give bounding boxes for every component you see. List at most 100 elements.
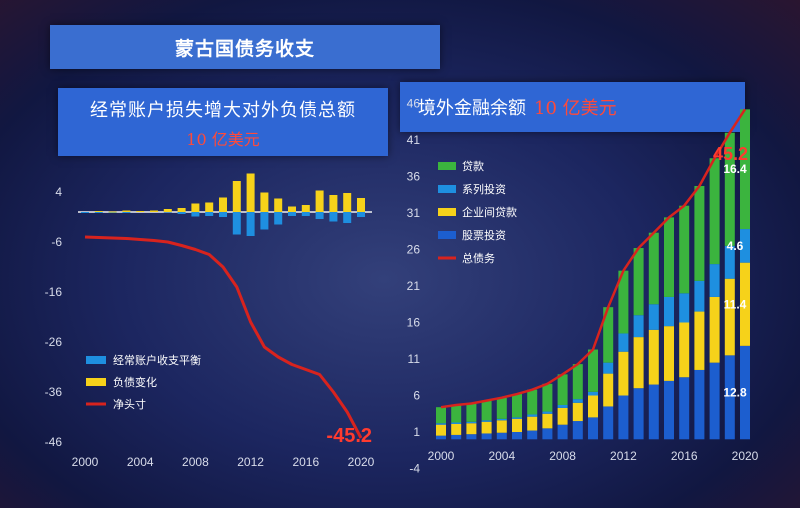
right-y-tick: 36 xyxy=(407,170,421,184)
right-x-tick: 2000 xyxy=(428,449,455,463)
right-x-tick: 2020 xyxy=(732,449,759,463)
stacked-bar-segment xyxy=(496,432,507,440)
right-x-tick: 2008 xyxy=(549,449,576,463)
stacked-bar-segment xyxy=(664,380,674,440)
stacked-bar-segment xyxy=(542,413,553,429)
right-data-label: 11.4 xyxy=(724,297,747,311)
stacked-bar-segment xyxy=(618,270,629,334)
stacked-bar-segment xyxy=(709,362,720,440)
liability-change-bar xyxy=(219,197,227,212)
net-position-line xyxy=(84,235,363,439)
stacked-bar-segment xyxy=(724,278,735,356)
right-legend-label: 总债务 xyxy=(462,251,495,265)
current-account-bar xyxy=(205,212,214,216)
stacked-bar-segment xyxy=(466,423,477,435)
right-x-tick: 2012 xyxy=(610,449,637,463)
stacked-bar-segment xyxy=(542,411,553,414)
right-chart-header: 境外金融余额 10 亿美元 xyxy=(400,82,745,132)
current-account-bar xyxy=(274,212,283,225)
stacked-bar-segment xyxy=(740,345,750,440)
stacked-bar-segment xyxy=(694,369,705,440)
stacked-bar-segment xyxy=(542,428,553,440)
stacked-bar-segment xyxy=(572,402,583,422)
current-account-bar xyxy=(246,212,255,236)
stacked-bar-segment xyxy=(527,416,538,431)
stacked-bar-segment xyxy=(588,349,598,392)
right-end-value: 45.2 xyxy=(713,144,748,164)
stacked-bar-segment xyxy=(572,421,583,440)
stacked-bar-segment xyxy=(542,383,553,412)
current-account-bar xyxy=(260,212,269,230)
right-legend-swatch xyxy=(438,208,456,216)
stacked-bar-segment xyxy=(451,423,462,435)
liability-change-bar xyxy=(274,198,283,212)
stacked-bar-segment xyxy=(512,394,522,418)
right-y-tick: -4 xyxy=(409,462,420,476)
current-account-bar xyxy=(232,212,241,235)
stacked-bar-segment xyxy=(496,418,507,421)
right-legend-label: 贷款 xyxy=(462,159,484,173)
right-legend-label: 系列投资 xyxy=(462,182,506,196)
stacked-bar-segment xyxy=(633,337,644,389)
stacked-bar-segment xyxy=(740,262,750,346)
right-y-tick: 21 xyxy=(407,279,421,293)
current-account-bar xyxy=(357,212,365,217)
liability-change-bar xyxy=(163,209,172,212)
stacked-bar-segment xyxy=(466,434,477,440)
current-account-bar xyxy=(219,212,227,217)
left-x-tick: 2008 xyxy=(182,455,209,469)
left-legend-swatch xyxy=(86,378,106,386)
stacked-bar-segment xyxy=(648,329,659,385)
stacked-bar-segment xyxy=(436,424,446,436)
right-legend-label: 企业间贷款 xyxy=(462,205,517,219)
stacked-bar-segment xyxy=(709,264,720,297)
stacked-bar-segment xyxy=(724,245,735,279)
stacked-bar-segment xyxy=(694,185,705,281)
current-account-bar xyxy=(301,212,310,216)
left-chart-unit: 10 亿美元 xyxy=(186,130,260,149)
right-y-tick: 26 xyxy=(407,243,421,257)
stacked-bar-segment xyxy=(679,293,690,323)
right-y-tick: 6 xyxy=(413,389,420,403)
current-account-bar xyxy=(315,212,324,219)
current-account-bar xyxy=(177,212,186,214)
right-y-tick: 16 xyxy=(407,316,421,330)
stacked-bar-segment xyxy=(633,388,644,440)
liability-change-bar xyxy=(150,210,158,212)
right-chart-unit: 10 亿美元 xyxy=(534,98,617,119)
liability-change-bar xyxy=(357,198,365,212)
stacked-bar-segment xyxy=(557,424,568,440)
liability-change-bar xyxy=(191,203,200,212)
right-y-tick: 46 xyxy=(407,97,421,111)
right-legend-label: 股票投资 xyxy=(462,228,506,242)
left-legend-label: 负债变化 xyxy=(113,375,157,389)
stacked-bar-segment xyxy=(451,404,462,423)
right-legend-swatch xyxy=(438,185,456,193)
current-account-bar xyxy=(329,212,338,222)
stacked-bar-segment xyxy=(679,377,690,440)
stacked-bar-segment xyxy=(527,430,538,440)
left-y-tick: -26 xyxy=(45,335,63,349)
stacked-bar-segment xyxy=(724,355,735,440)
left-end-value: -45.2 xyxy=(326,425,372,447)
stacked-bar-segment xyxy=(740,229,750,263)
stacked-bar-segment xyxy=(603,406,614,440)
liability-change-bar xyxy=(108,211,117,213)
stacked-bar-segment xyxy=(588,417,598,440)
stacked-bar-segment xyxy=(436,423,446,425)
stacked-bar-segment xyxy=(466,403,477,422)
liability-change-bar xyxy=(315,190,324,212)
stacked-bar-segment xyxy=(664,326,674,381)
stacked-bar-segment xyxy=(588,395,598,418)
right-data-label: 16.4 xyxy=(723,162,747,176)
right-data-label: 4.6 xyxy=(727,239,744,253)
liability-change-bar xyxy=(260,192,269,212)
left-y-tick: -16 xyxy=(45,285,63,299)
stacked-bar-segment xyxy=(724,132,735,246)
stacked-bar-segment xyxy=(603,307,614,363)
left-x-tick: 2016 xyxy=(292,455,319,469)
right-legend-swatch xyxy=(438,231,456,239)
left-legend-label: 经常账户收支平衡 xyxy=(113,353,201,367)
stacked-bar-segment xyxy=(466,421,477,424)
